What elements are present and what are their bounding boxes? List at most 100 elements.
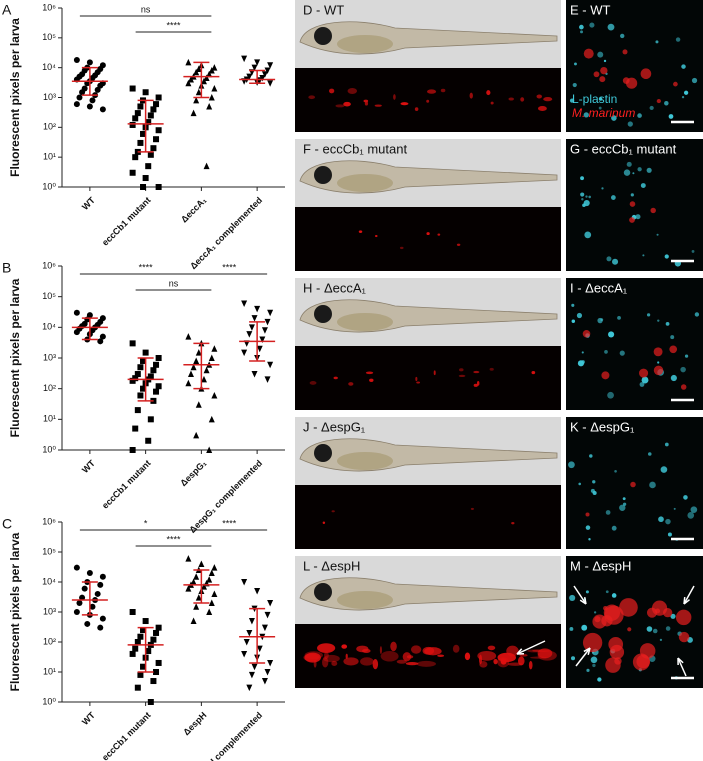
- cyan-cell: [687, 512, 695, 519]
- comparison-label: ****: [166, 534, 181, 544]
- data-point: [241, 55, 248, 63]
- cyan-cell: [593, 611, 597, 614]
- cyan-cell: [611, 593, 617, 598]
- larva-eye: [314, 444, 332, 462]
- cyan-cell: [632, 172, 635, 175]
- data-point: [155, 184, 162, 190]
- cyan-cell: [691, 77, 698, 84]
- red-spot: [322, 657, 329, 668]
- red-bacteria: [653, 365, 664, 376]
- y-tick-label: 10⁴: [42, 322, 56, 332]
- red-spot: [348, 382, 354, 386]
- red-spot: [333, 376, 338, 380]
- data-point: [203, 74, 210, 82]
- data-point: [129, 85, 136, 92]
- cyan-cell: [622, 502, 627, 506]
- data-point: [259, 75, 266, 82]
- y-tick-label: 10⁶: [42, 2, 56, 12]
- cyan-cell: [597, 51, 604, 58]
- data-point: [155, 94, 162, 101]
- red-bacteria: [608, 636, 624, 652]
- red-bacteria: [656, 98, 661, 104]
- data-point: [129, 650, 136, 657]
- cyan-cell: [592, 480, 596, 484]
- comparison-label: ****: [222, 518, 237, 528]
- data-point: [211, 85, 218, 92]
- red-spot: [479, 661, 488, 668]
- data-point: [150, 636, 157, 643]
- data-point: [251, 371, 258, 378]
- data-point: [73, 329, 80, 336]
- red-spot: [440, 88, 446, 93]
- cyan-cell: [665, 626, 671, 631]
- red-bacteria: [583, 48, 594, 59]
- arrow: [575, 647, 591, 667]
- data-point: [195, 88, 202, 96]
- cyan-cell: [675, 37, 681, 42]
- cyan-cell: [614, 469, 617, 473]
- cyan-cell: [581, 198, 584, 201]
- data-point: [264, 669, 271, 676]
- data-point: [246, 684, 253, 692]
- red-bacteria: [675, 609, 692, 626]
- data-point: [248, 324, 255, 331]
- red-spot: [410, 645, 422, 654]
- data-point: [134, 407, 141, 414]
- comparison-label: *: [144, 518, 148, 528]
- fluorescence-image: [295, 485, 561, 549]
- red-spot: [437, 233, 441, 236]
- red-spot: [543, 96, 553, 102]
- red-spot: [323, 654, 340, 663]
- data-point: [211, 391, 218, 399]
- red-spot: [343, 101, 351, 107]
- panel-label: F - eccCb₁ mutant: [303, 141, 407, 156]
- red-spot: [341, 644, 348, 649]
- data-point: [200, 583, 207, 590]
- comparison-label: ****: [139, 262, 154, 272]
- red-spot: [519, 653, 528, 657]
- data-point: [195, 594, 202, 601]
- panel-label: I - ΔeccA₁: [570, 280, 628, 295]
- red-bacteria: [626, 77, 638, 89]
- red-bacteria: [673, 81, 678, 87]
- data-point: [137, 392, 144, 399]
- cyan-cell: [657, 319, 660, 322]
- data-point: [147, 151, 154, 158]
- data-point: [140, 130, 147, 137]
- red-spot: [426, 232, 430, 236]
- red-spot: [520, 97, 525, 102]
- confocal-image: [566, 0, 703, 132]
- cyan-cell: [579, 24, 584, 30]
- y-tick-label: 10⁶: [42, 260, 56, 270]
- y-tick-label: 10³: [43, 352, 56, 362]
- red-spot: [393, 94, 396, 100]
- cyan-cell: [606, 256, 612, 262]
- red-spot: [390, 641, 397, 652]
- data-point: [211, 590, 218, 597]
- cyan-cell: [660, 466, 668, 473]
- red-spot: [511, 521, 515, 525]
- red-bacteria: [599, 76, 606, 83]
- arrow-head: [516, 648, 525, 655]
- data-point: [137, 671, 144, 678]
- cyan-cell: [604, 349, 608, 354]
- fluorescence-image: [295, 346, 561, 410]
- data-point: [267, 62, 274, 69]
- arrow-head: [683, 596, 690, 605]
- cyan-cell: [586, 668, 590, 672]
- data-point: [248, 671, 255, 679]
- data-point: [81, 585, 88, 592]
- cyan-cell: [619, 350, 625, 356]
- data-point: [211, 564, 218, 571]
- data-point: [256, 345, 263, 353]
- cyan-cell: [641, 376, 649, 384]
- cyan-cell: [630, 193, 634, 197]
- data-point: [193, 573, 200, 580]
- cyan-cell: [691, 250, 695, 253]
- data-point: [206, 446, 213, 453]
- cyan-cell: [637, 113, 642, 118]
- data-point: [137, 364, 144, 371]
- red-spot: [345, 653, 348, 659]
- data-point: [190, 363, 197, 371]
- y-tick-label: 10³: [43, 606, 56, 616]
